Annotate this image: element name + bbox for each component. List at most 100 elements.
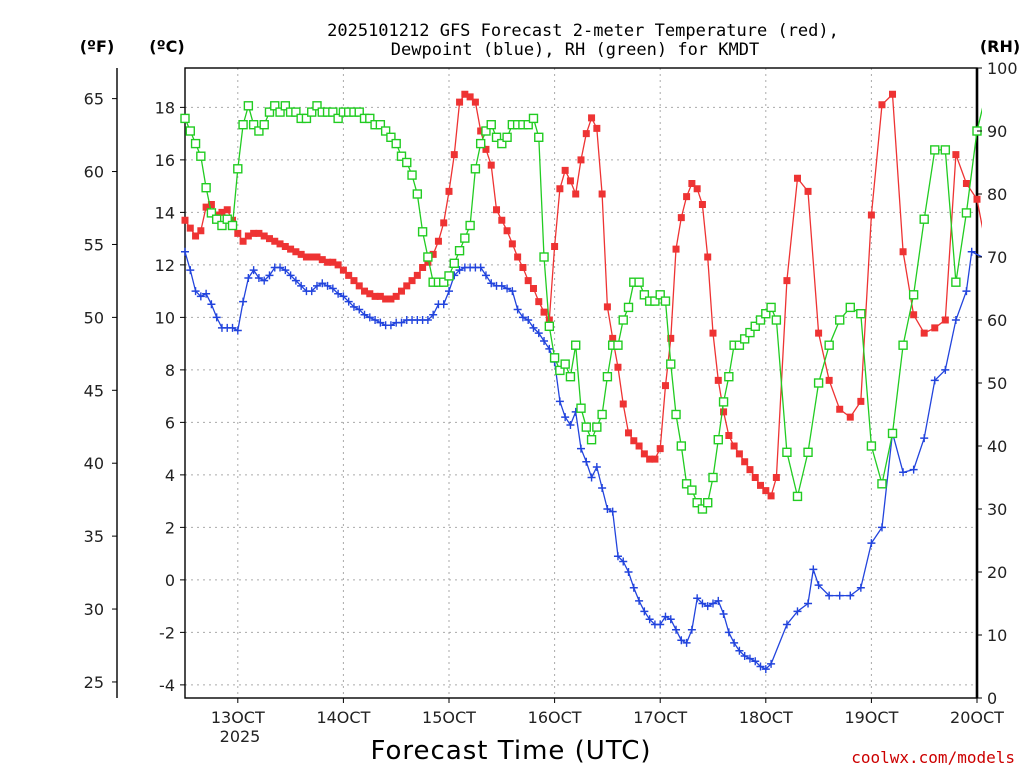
data-point [249, 266, 258, 275]
data-point [656, 445, 664, 453]
data-point [264, 107, 275, 117]
data-point [661, 382, 669, 390]
data-point [709, 599, 717, 608]
data-point [551, 243, 559, 250]
data-point [698, 201, 706, 208]
data-point [239, 237, 247, 245]
data-point [339, 292, 348, 301]
data-point [302, 253, 310, 261]
data-point [555, 365, 565, 376]
data-point [375, 119, 386, 130]
data-point [355, 282, 363, 290]
data-point [952, 151, 960, 159]
data-point [984, 83, 992, 91]
data-point [297, 250, 305, 258]
data-point [487, 161, 495, 169]
series-layer [180, 83, 992, 674]
data-point [461, 90, 469, 98]
data-point [629, 583, 638, 592]
data-point [761, 665, 770, 674]
tick-labels: -4 -2 0 2 4 6 8 10 12 14 16 18 25 30 35 40 45 50 55 60 65 0 10… [84, 59, 1018, 727]
data-point [566, 177, 574, 185]
data-point [429, 310, 438, 319]
data-point [909, 465, 918, 474]
data-point [339, 266, 347, 274]
data-point [635, 442, 643, 450]
data-point [815, 329, 823, 337]
data-point [677, 636, 686, 645]
data-point [287, 245, 295, 253]
data-point [524, 277, 532, 285]
data-point [661, 612, 670, 621]
year-label: 2025 [220, 727, 261, 746]
data-point [866, 441, 877, 451]
data-point [308, 253, 316, 261]
data-point [423, 316, 432, 324]
data-point [582, 457, 591, 466]
data-point [529, 323, 538, 332]
data-point [408, 277, 416, 285]
data-point [602, 372, 613, 382]
data-point [677, 214, 685, 222]
data-point [940, 145, 951, 155]
data-point [514, 253, 522, 261]
data-point [619, 400, 627, 408]
data-point [439, 277, 449, 287]
data-point [560, 359, 570, 369]
data-point [207, 201, 215, 208]
rh-tick-label: 0 [987, 689, 997, 708]
data-point [672, 245, 680, 253]
data-point [825, 591, 834, 600]
data-point [667, 334, 675, 342]
data-point [391, 138, 401, 149]
celsius-tick-label: 12 [155, 256, 175, 275]
x-tick-label: 19OCT [844, 708, 898, 727]
data-point [899, 468, 908, 477]
x-tick-label: 18OCT [739, 708, 793, 727]
x-tick-label: 17OCT [633, 708, 687, 727]
data-point [344, 297, 353, 306]
data-point [222, 214, 232, 224]
data-point [334, 289, 343, 298]
data-point [824, 340, 834, 350]
data-point [206, 208, 217, 218]
data-point [703, 602, 712, 611]
data-point [260, 232, 268, 240]
data-point [634, 277, 644, 287]
data-point [407, 170, 417, 180]
data-point [783, 277, 791, 285]
data-point [412, 189, 423, 199]
data-point [455, 266, 464, 275]
data-point [708, 472, 718, 483]
data-point [735, 450, 743, 458]
data-point [577, 444, 585, 453]
data-point [544, 321, 555, 331]
data-point [571, 340, 581, 350]
data-point [476, 263, 485, 272]
data-point [581, 422, 591, 432]
data-point [217, 220, 227, 231]
data-point [534, 329, 543, 338]
data-point [693, 185, 701, 193]
x-tick-label: 20OCT [950, 708, 1004, 727]
data-point [635, 596, 644, 605]
data-point [613, 552, 622, 561]
data-point [566, 421, 575, 429]
data-point [645, 615, 654, 624]
data-point [582, 130, 590, 138]
data-point [735, 646, 744, 655]
data-point [197, 227, 205, 235]
credit-text: coolwx.com/models [851, 748, 1015, 767]
data-point [650, 296, 660, 306]
data-point [609, 334, 617, 342]
data-point [413, 271, 421, 279]
rh-tick-label: 10 [987, 626, 1007, 645]
data-point [487, 279, 496, 288]
data-point [588, 114, 596, 122]
data-point [835, 315, 845, 325]
data-point [704, 253, 712, 261]
celsius-tick-label: 16 [155, 151, 175, 170]
data-point [762, 487, 770, 495]
data-point [555, 397, 564, 406]
